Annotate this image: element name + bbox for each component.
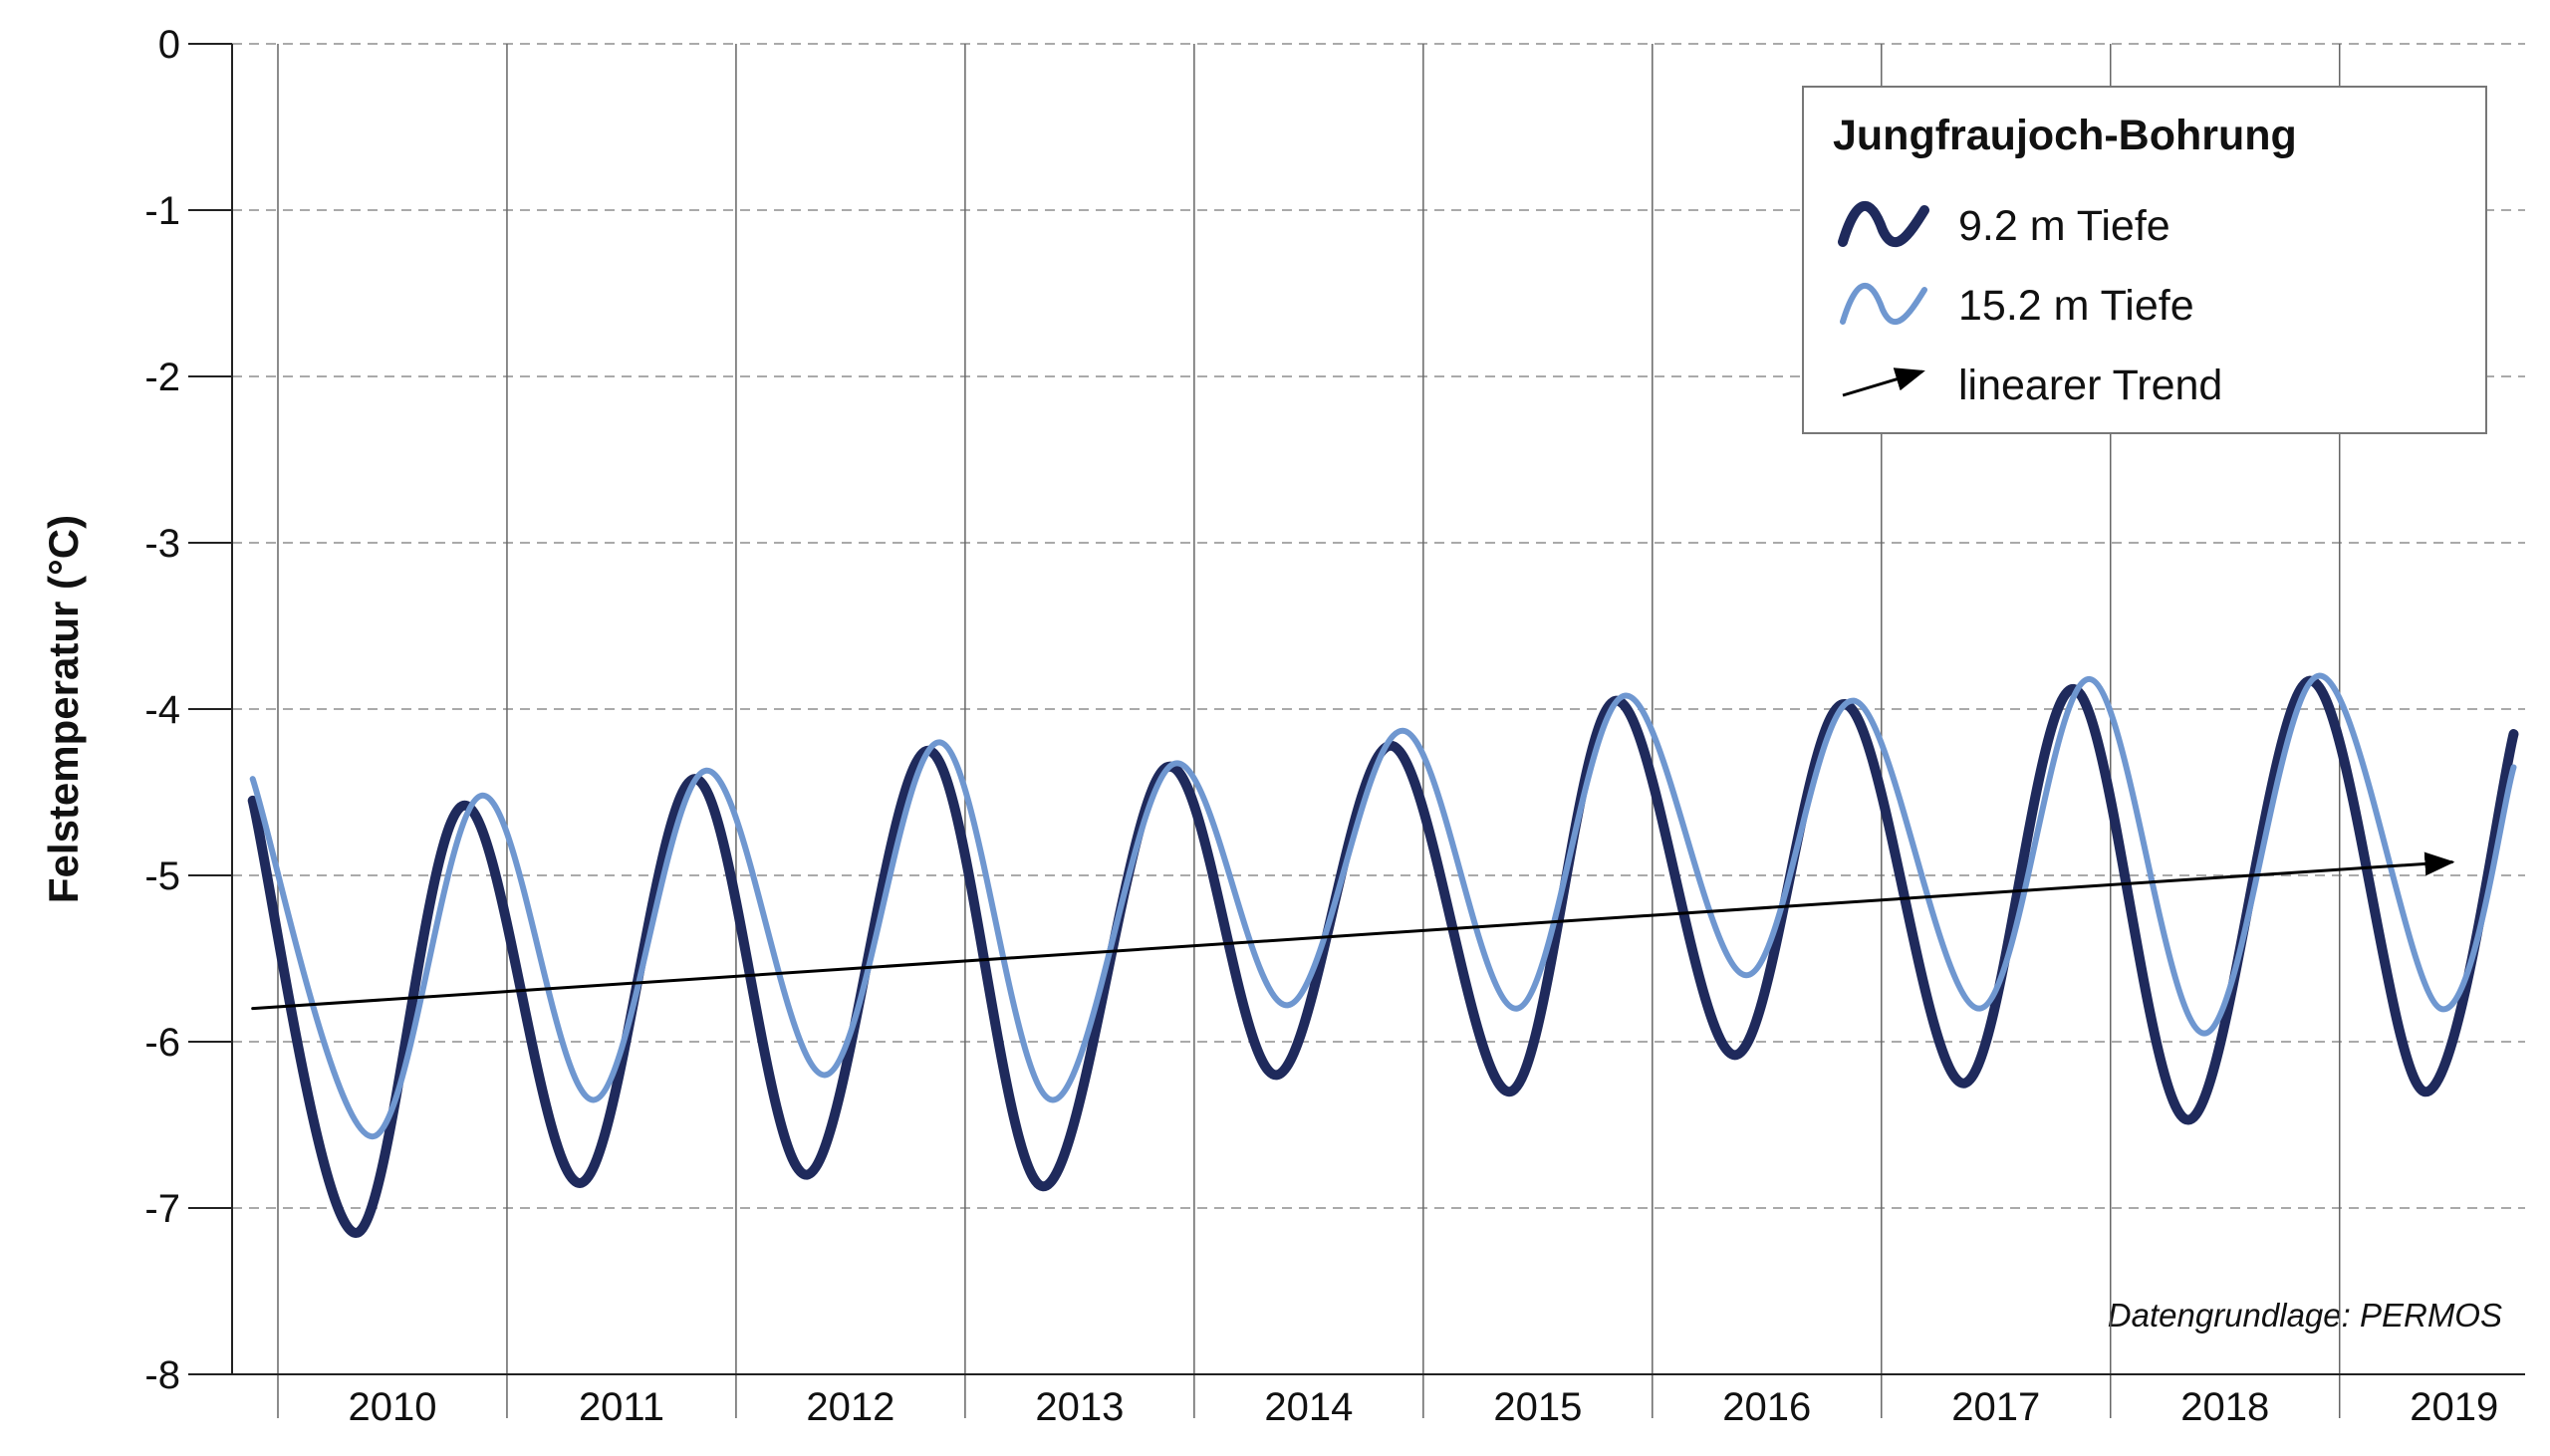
y-tick-label: -7 <box>144 1187 180 1231</box>
x-tick-label: 2011 <box>579 1385 664 1429</box>
x-tick-label: 2014 <box>1264 1385 1353 1429</box>
y-tick-label: -4 <box>144 688 180 732</box>
y-tick-label: -5 <box>144 854 180 898</box>
y-axis-label: Felstemperatur (°C) <box>40 515 87 903</box>
series-line <box>249 672 2517 1140</box>
legend-icon <box>1840 283 1927 326</box>
legend-icon <box>1838 201 1929 248</box>
x-tick-label: 2019 <box>2410 1385 2498 1429</box>
legend-label: linearer Trend <box>1958 362 2222 409</box>
x-tick-label: 2012 <box>806 1385 894 1429</box>
legend-title: Jungfraujoch-Bohrung <box>1833 112 2297 159</box>
trend-arrow <box>251 851 2455 1011</box>
y-tick-label: -2 <box>144 356 180 399</box>
y-tick-label: -6 <box>144 1021 180 1065</box>
x-tick-label: 2017 <box>1951 1385 2040 1429</box>
x-tick-label: 2013 <box>1035 1385 1124 1429</box>
y-tick-label: -1 <box>144 189 180 233</box>
series-line <box>247 675 2519 1239</box>
annotation: Datengrundlage: PERMOS <box>2108 1297 2502 1334</box>
x-tick-label: 2015 <box>1493 1385 1582 1429</box>
x-tick-label: 2018 <box>2180 1385 2269 1429</box>
x-tick-label: 2010 <box>348 1385 436 1429</box>
y-tick-label: -8 <box>144 1353 180 1397</box>
x-tick-label: 2016 <box>1722 1385 1811 1429</box>
y-tick-label: -3 <box>144 522 180 566</box>
legend-label: 15.2 m Tiefe <box>1958 282 2194 330</box>
legend-icon <box>1842 367 1925 397</box>
y-tick-label: 0 <box>158 23 180 67</box>
legend-label: 9.2 m Tiefe <box>1958 202 2170 250</box>
